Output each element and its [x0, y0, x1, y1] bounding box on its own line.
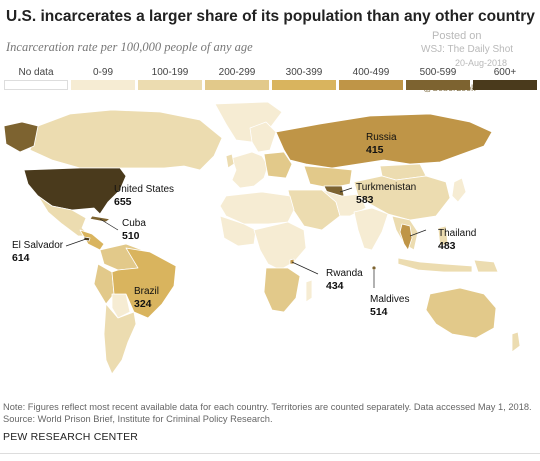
source-text: Source: World Prison Brief, Institute fo… [3, 414, 273, 424]
legend-label: 200-299 [218, 67, 256, 78]
central-america-shape [79, 229, 105, 251]
legend-item-0-99: 0-99 [71, 66, 135, 90]
callout-value: 514 [370, 306, 388, 318]
legend-label: 600+ [493, 67, 517, 78]
legend-swatch [4, 80, 68, 90]
callout-maldives: Maldives 514 [370, 294, 409, 318]
new-zealand-shape [511, 331, 521, 353]
legend-swatch [205, 80, 269, 90]
legend-label: 0-99 [92, 67, 113, 78]
china-shape [353, 175, 451, 221]
note-text: Note: Figures reflect most recent availa… [3, 402, 532, 412]
madagascar-shape [305, 279, 313, 303]
callout-label: Russia [366, 132, 397, 143]
callout-russia: Russia 415 [366, 132, 397, 156]
legend-item-600-plus: 600+ [473, 66, 537, 90]
alaska-shape [3, 121, 39, 153]
argentina-shape [103, 303, 137, 375]
leader-rwanda [291, 261, 319, 275]
callout-rwanda: Rwanda 434 [326, 268, 363, 292]
maldives-marker [371, 265, 377, 271]
organization-credit: PEW RESEARCH CENTER [3, 431, 139, 443]
leader-cuba [99, 218, 119, 231]
legend-item-200-299: 200-299 [205, 66, 269, 90]
el-salvador-shape [83, 236, 91, 242]
north-africa-shape [219, 191, 295, 225]
callout-label: Thailand [438, 228, 477, 239]
legend-label: 300-399 [285, 67, 323, 78]
legend-swatch [473, 80, 537, 90]
callout-label: Rwanda [326, 268, 363, 279]
united-states-shape [23, 167, 127, 215]
callout-value: 655 [114, 196, 132, 208]
chart-subtitle: Incarceration rate per 100,000 people of… [6, 40, 253, 54]
legend-swatch [272, 80, 336, 90]
west-africa-shape [219, 215, 257, 247]
scandinavia-shape [249, 121, 277, 153]
callout-turkmenistan: Turkmenistan 583 [356, 182, 416, 206]
callout-el-salvador: El Salvador 614 [12, 240, 63, 264]
callout-label: El Salvador [12, 240, 64, 251]
callout-cuba: Cuba 510 [122, 218, 146, 242]
uk-shape [225, 153, 235, 169]
legend-item-500-599: 500-599 [406, 66, 470, 90]
bottom-divider [0, 453, 540, 454]
philippines-shape [437, 225, 449, 247]
indonesia-shape [397, 257, 473, 273]
southern-africa-shape [263, 267, 301, 313]
central-africa-shape [253, 221, 307, 271]
callout-value: 434 [326, 280, 344, 292]
footnote: Note: Figures reflect most recent availa… [3, 401, 539, 425]
callout-label: United States [114, 184, 175, 195]
legend-label: 400-499 [352, 67, 390, 78]
rwanda-shape [289, 258, 295, 265]
legend-label: 100-199 [151, 67, 189, 78]
legend-item-100-199: 100-199 [138, 66, 202, 90]
legend-item-no-data: No data [4, 66, 68, 90]
callout-value: 583 [356, 194, 374, 206]
callout-brazil: Brazil 324 [134, 286, 159, 310]
legend-label: No data [18, 67, 54, 78]
chart-title: U.S. incarcerates a larger share of its … [6, 8, 535, 25]
legend-item-300-399: 300-399 [272, 66, 336, 90]
callout-label: Brazil [134, 286, 160, 297]
leader-lines [65, 187, 427, 288]
world-map: United States 655 Cuba 510 El Salvador 6… [0, 98, 540, 394]
callout-value: 483 [438, 240, 456, 252]
color-legend: No data 0-99 100-199 200-299 300-399 400… [4, 66, 537, 94]
leader-turkmenistan [339, 187, 353, 193]
callout-label: Maldives [370, 294, 410, 305]
legend-swatch [406, 80, 470, 90]
callout-value: 324 [134, 298, 152, 310]
leader-el-salvador [65, 238, 87, 247]
thailand-shape [399, 223, 413, 251]
callout-united-states: United States 655 [114, 184, 174, 208]
world-map-svg [3, 101, 521, 375]
russia-shape [275, 113, 493, 169]
papua-shape [473, 259, 499, 273]
europe-shape [231, 151, 269, 189]
watermark-source: WSJ: The Daily Shot [421, 44, 514, 55]
watermark-date: 20-Aug-2018 [455, 58, 508, 68]
canada-shape [29, 109, 223, 171]
leader-thailand [409, 229, 427, 237]
kazakhstan-shape [303, 165, 353, 189]
legend-swatch [71, 80, 135, 90]
callout-value: 415 [366, 144, 384, 156]
eastern-europe-shape [263, 151, 293, 179]
watermark-posted-on: Posted on [432, 30, 482, 42]
legend-swatch [339, 80, 403, 90]
legend-label: 500-599 [419, 67, 457, 78]
callout-thailand: Thailand 483 [438, 228, 476, 252]
callout-label: Turkmenistan [356, 182, 417, 193]
japan-shape [451, 177, 467, 203]
callout-label: Cuba [122, 218, 146, 229]
legend-swatch [138, 80, 202, 90]
australia-shape [425, 287, 497, 339]
callout-value: 510 [122, 230, 140, 242]
callout-value: 614 [12, 252, 30, 264]
peru-shape [93, 263, 115, 305]
legend-item-400-499: 400-499 [339, 66, 403, 90]
india-shape [353, 207, 389, 251]
